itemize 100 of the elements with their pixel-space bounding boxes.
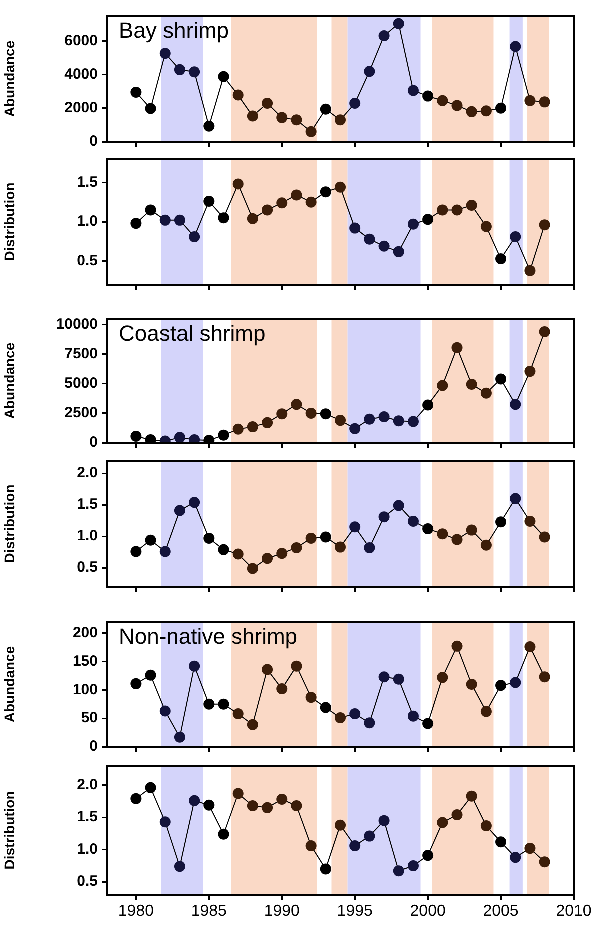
point xyxy=(335,712,346,724)
point xyxy=(320,864,332,875)
point xyxy=(422,214,434,226)
point xyxy=(247,800,258,812)
point xyxy=(364,234,376,245)
x-tick-label: 1980 xyxy=(118,903,154,920)
point xyxy=(364,718,376,729)
point xyxy=(320,702,332,714)
point xyxy=(276,684,288,695)
point xyxy=(466,106,478,118)
x-tick-label: 1985 xyxy=(191,903,228,920)
point xyxy=(335,542,346,553)
point xyxy=(204,800,215,811)
point xyxy=(393,416,404,427)
point xyxy=(291,800,302,812)
point xyxy=(510,41,522,52)
point xyxy=(291,542,302,554)
y-tick-label: 0 xyxy=(90,738,98,756)
point xyxy=(276,794,288,806)
point xyxy=(247,213,258,224)
point xyxy=(466,200,478,211)
point xyxy=(408,416,419,428)
point xyxy=(232,548,244,560)
point xyxy=(320,186,332,198)
point xyxy=(174,432,186,443)
y-tick-label: 2.0 xyxy=(77,776,98,794)
point xyxy=(291,190,302,201)
y-tick-label: 2.0 xyxy=(77,464,98,482)
y-axis-title: Distribution xyxy=(1,791,18,870)
y-tick-label: 10000 xyxy=(56,316,98,334)
point xyxy=(422,400,434,411)
y-tick-label: 2000 xyxy=(64,100,98,117)
point xyxy=(480,221,492,232)
point xyxy=(247,422,258,433)
point xyxy=(437,204,448,216)
y-tick-label: 100 xyxy=(72,681,98,698)
point xyxy=(174,64,186,76)
point xyxy=(350,98,361,110)
point xyxy=(335,415,346,426)
y-tick-label: 1.5 xyxy=(77,496,98,514)
y-tick-label: 0.5 xyxy=(77,559,98,576)
point xyxy=(539,220,550,231)
point xyxy=(510,399,522,410)
point xyxy=(524,843,536,854)
point xyxy=(452,204,463,216)
point xyxy=(496,680,507,692)
point xyxy=(130,793,142,804)
point xyxy=(378,672,390,683)
point xyxy=(408,860,419,872)
point xyxy=(262,98,274,110)
y-tick-label: 0.5 xyxy=(77,252,98,270)
point xyxy=(393,18,404,30)
point xyxy=(452,342,463,354)
y-tick-label: 150 xyxy=(72,652,98,670)
point xyxy=(160,816,171,828)
point xyxy=(335,820,346,831)
point xyxy=(189,231,200,242)
point xyxy=(160,48,171,60)
point xyxy=(350,522,361,533)
point xyxy=(422,850,434,862)
point xyxy=(335,182,346,193)
point xyxy=(145,782,156,794)
point xyxy=(350,222,361,234)
point xyxy=(364,414,376,425)
y-tick-label: 50 xyxy=(81,710,98,727)
point xyxy=(524,642,536,652)
chart-title: Coastal shrimp xyxy=(119,321,266,346)
point xyxy=(291,660,302,672)
point xyxy=(539,532,550,543)
point xyxy=(480,388,492,399)
point xyxy=(145,103,156,114)
point xyxy=(218,698,230,710)
point xyxy=(364,830,376,842)
point xyxy=(378,512,390,523)
point xyxy=(276,548,288,560)
point xyxy=(393,674,404,685)
y-axis-title: Distribution xyxy=(1,484,18,564)
point xyxy=(480,820,492,832)
point xyxy=(452,640,463,652)
point xyxy=(510,852,522,864)
y-tick-label: 200 xyxy=(72,624,98,642)
point xyxy=(160,546,171,558)
point xyxy=(174,861,186,872)
point xyxy=(437,528,448,540)
point xyxy=(422,524,434,535)
point xyxy=(130,86,142,98)
point xyxy=(189,497,200,508)
point xyxy=(480,706,492,718)
point xyxy=(247,563,258,574)
point xyxy=(160,214,171,226)
point xyxy=(247,719,258,730)
point xyxy=(437,817,448,828)
point xyxy=(539,672,550,683)
point xyxy=(378,412,390,423)
point xyxy=(160,706,171,717)
point xyxy=(276,112,288,124)
point xyxy=(145,534,156,546)
point xyxy=(466,679,478,690)
point xyxy=(276,198,288,209)
point xyxy=(539,856,550,868)
